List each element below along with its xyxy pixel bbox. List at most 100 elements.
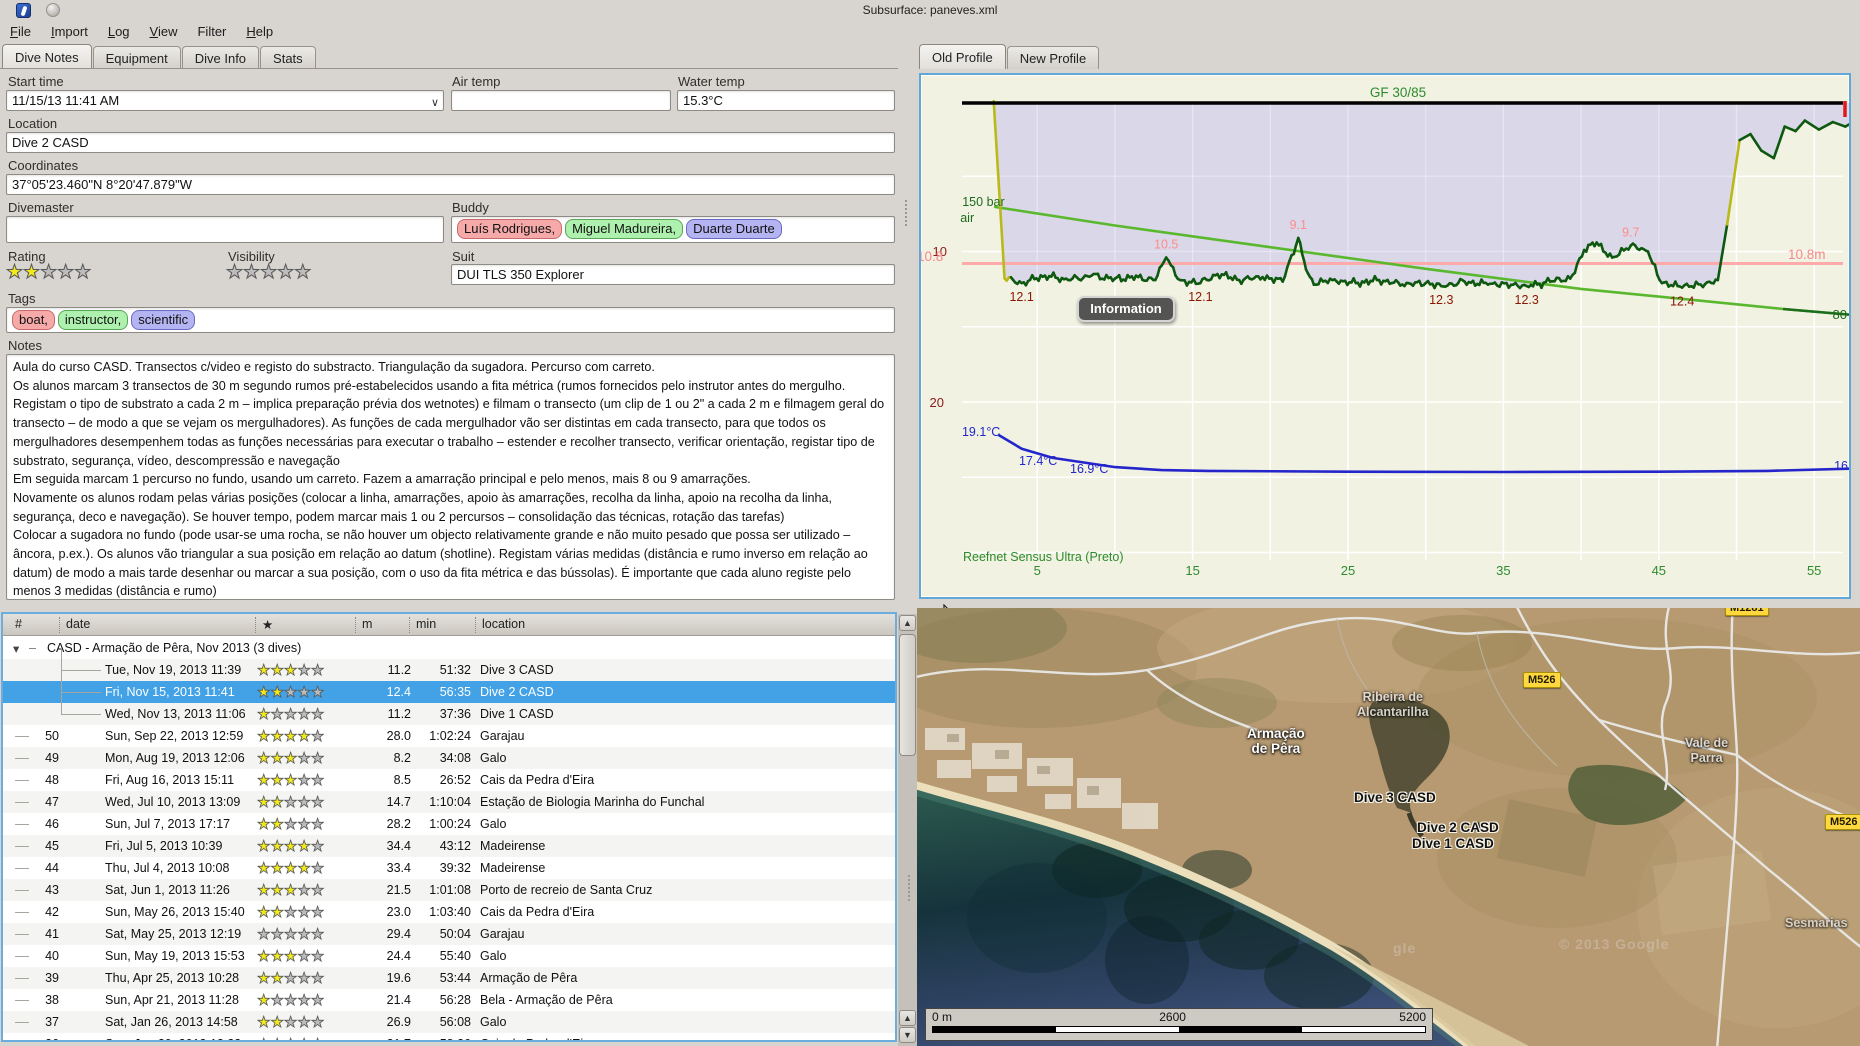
dive-list-header[interactable]: # date ★ m min location xyxy=(3,614,895,636)
trip-row[interactable]: ▾ – CASD - Armação de Pêra, Nov 2013 (3 di… xyxy=(13,641,302,656)
star-icon: ★ xyxy=(310,1014,325,1031)
tags-input[interactable]: boat, instructor, scientific xyxy=(6,307,895,333)
star-icon[interactable]: ★ xyxy=(243,262,261,283)
scroll-up-icon[interactable]: ▲ xyxy=(899,1010,916,1026)
tab-stats[interactable]: Stats xyxy=(260,46,316,69)
scroll-up-icon[interactable]: ▲ xyxy=(899,615,916,631)
water-temp-label: Water temp xyxy=(678,74,745,89)
pill-luís-rodrigues[interactable]: Luís Rodrigues, xyxy=(457,219,563,239)
buddy-input[interactable]: Luís Rodrigues, Miguel Madureira, Duarte D… xyxy=(451,216,895,243)
star-icon[interactable]: ★ xyxy=(260,262,278,283)
menu-log[interactable]: Log xyxy=(107,24,130,39)
svg-text:17.4°C: 17.4°C xyxy=(1019,454,1057,468)
svg-text:19.1°C: 19.1°C xyxy=(962,425,1000,439)
star-icon[interactable]: ★ xyxy=(225,262,244,283)
air-temp-input[interactable] xyxy=(451,90,671,111)
dive-row[interactable]: 49 Mon, Aug 19, 2013 12:06 ★★★★★ 8.2 34:08 Ga… xyxy=(3,747,895,769)
dive-row[interactable]: 37 Sat, Jan 26, 2013 14:58 ★★★★★ 26.9 56:08 G… xyxy=(3,1011,895,1033)
water-temp-input[interactable]: 15.3°C xyxy=(677,90,895,111)
dive-depth: 29.4 xyxy=(386,927,411,941)
coordinates-input[interactable]: 37°05'23.460"N 8°20'47.879"W xyxy=(6,174,895,195)
star-icon[interactable]: ★ xyxy=(5,262,24,283)
dive-location: Galo xyxy=(480,1015,507,1029)
column-header-stars[interactable]: ★ xyxy=(255,617,273,633)
information-button[interactable]: Information xyxy=(1077,296,1175,322)
splitter-handle[interactable] xyxy=(908,875,912,901)
star-icon[interactable]: ★ xyxy=(23,262,41,283)
pill-instructor[interactable]: instructor, xyxy=(57,310,129,330)
column-header-location[interactable]: location xyxy=(475,617,525,633)
column-header-m[interactable]: m xyxy=(355,617,372,633)
dive-row[interactable]: 44 Thu, Jul 4, 2013 10:08 ★★★★★ 33.4 39:32 Ma… xyxy=(3,857,895,879)
dive-row[interactable]: Wed, Nov 13, 2013 11:06 ★★★★★ 11.2 37:36 Div… xyxy=(3,692,895,725)
dive-row[interactable]: 41 Sat, May 25, 2013 12:19 ★★★★★ 29.4 50:04 G… xyxy=(3,923,895,945)
tab-equipment[interactable]: Equipment xyxy=(92,46,181,69)
visibility-stars[interactable]: ★★★★★ xyxy=(225,262,312,283)
star-icon: ★ xyxy=(283,970,298,987)
dive-depth: 8.2 xyxy=(393,751,411,765)
start-time-combo[interactable]: 11/15/13 11:41 AM ∨ xyxy=(6,90,444,111)
chevron-down-icon[interactable]: ∨ xyxy=(430,97,439,109)
menu-help[interactable]: Help xyxy=(246,24,274,39)
pill-boat[interactable]: boat, xyxy=(12,310,55,330)
star-icon: ★ xyxy=(283,860,298,877)
dive-row[interactable]: 40 Sun, May 19, 2013 15:53 ★★★★★ 24.4 55:40 G… xyxy=(3,945,895,967)
tab-dive-info[interactable]: Dive Info xyxy=(181,46,260,69)
dive-list-body: ▾ – CASD - Armação de Pêra, Nov 2013 (3 di… xyxy=(3,637,895,1040)
rating-stars[interactable]: ★★★★★ xyxy=(5,262,92,283)
dive-row[interactable]: 39 Thu, Apr 25, 2013 10:28 ★★★★★ 19.6 53:44 A… xyxy=(3,967,895,989)
dive-list-scrollbar[interactable]: ▲ ▲ ▼ xyxy=(898,614,917,1046)
star-icon: ★ xyxy=(283,772,298,789)
dive-row[interactable]: 50 Sun, Sep 22, 2013 12:59 ★★★★★ 28.0 1:02:2… xyxy=(3,725,895,747)
tab-old-profile[interactable]: Old Profile xyxy=(919,44,1006,69)
star-icon[interactable]: ★ xyxy=(74,262,92,283)
scrollbar-thumb[interactable] xyxy=(899,634,916,756)
notes-textarea[interactable]: Aula do curso CASD. Transectos c/video e… xyxy=(6,354,895,600)
dive-row[interactable]: 36Sun, Jan 20, 2013 12:33★★★★★21.758:36C… xyxy=(3,1033,895,1040)
dive-row[interactable]: 43 Sat, Jun 1, 2013 11:26 ★★★★★ 21.5 1:01:08… xyxy=(3,879,895,901)
dive-row[interactable]: 45 Fri, Jul 5, 2013 10:39 ★★★★★ 34.4 43:12 Ma… xyxy=(3,835,895,857)
splitter-handle[interactable] xyxy=(905,200,909,226)
dive-row[interactable]: 42 Sun, May 26, 2013 15:40 ★★★★★ 23.0 1:03:4… xyxy=(3,901,895,923)
dive-rating: ★★★★★ xyxy=(257,817,325,833)
menu-view[interactable]: View xyxy=(149,24,178,39)
dive-number: 47 xyxy=(45,795,59,809)
dive-row[interactable]: 46 Sun, Jul 7, 2013 17:17 ★★★★★ 28.2 1:00:24… xyxy=(3,813,895,835)
column-header-min[interactable]: min xyxy=(409,617,436,633)
divemaster-input[interactable] xyxy=(6,216,444,243)
road-badge-m526-right: M526 xyxy=(1825,814,1860,830)
tab-dive-notes[interactable]: Dive Notes xyxy=(2,44,92,69)
star-icon[interactable]: ★ xyxy=(40,262,58,283)
dive-row[interactable]: 47 Wed, Jul 10, 2013 13:09 ★★★★★ 14.7 1:10:0… xyxy=(3,791,895,813)
dive-site-map[interactable]: Armação de Pêra Ribeira de Alcantarilha … xyxy=(917,608,1860,1046)
pill-scientific[interactable]: scientific xyxy=(131,310,196,330)
dive-row[interactable]: Fri, Nov 15, 2013 11:41 ★★★★★ 12.4 56:35 Div… xyxy=(3,670,895,703)
star-icon: ★ xyxy=(310,684,325,701)
svg-text:25: 25 xyxy=(1341,563,1355,578)
star-icon[interactable]: ★ xyxy=(277,262,295,283)
dive-row[interactable]: 38 Sun, Apr 21, 2013 11:28 ★★★★★ 21.4 56:28 B… xyxy=(3,989,895,1011)
window-button-icon[interactable] xyxy=(46,3,60,17)
menu-file[interactable]: File xyxy=(10,24,31,39)
menu-import[interactable]: Import xyxy=(50,24,88,39)
column-header-#[interactable]: # xyxy=(15,617,22,631)
dive-row[interactable]: 48 Fri, Aug 16, 2013 15:11 ★★★★★ 8.5 26:52 Ca… xyxy=(3,769,895,791)
star-icon[interactable]: ★ xyxy=(57,262,75,283)
star-icon: ★ xyxy=(283,992,298,1009)
scroll-down-icon[interactable]: ▼ xyxy=(899,1027,916,1043)
column-header-date[interactable]: date xyxy=(59,617,90,633)
visibility-label: Visibility xyxy=(228,249,275,264)
menu-filter[interactable]: Filter xyxy=(197,24,227,39)
dive-duration: 56:08 xyxy=(439,1015,471,1029)
dive-row[interactable]: Tue, Nov 19, 2013 11:39 ★★★★★ 11.2 51:32 Div… xyxy=(3,648,895,681)
suit-input[interactable]: DUI TLS 350 Explorer xyxy=(451,264,895,285)
tab-new-profile[interactable]: New Profile xyxy=(1006,46,1100,69)
star-icon[interactable]: ★ xyxy=(294,262,312,283)
dive-depth: 28.2 xyxy=(386,817,411,831)
location-input[interactable]: Dive 2 CASD xyxy=(6,132,895,153)
dive-duration: 50:04 xyxy=(439,927,471,941)
pill-duarte-duarte[interactable]: Duarte Duarte xyxy=(686,219,782,239)
pill-miguel-madureira[interactable]: Miguel Madureira, xyxy=(565,219,684,239)
collapse-icon[interactable]: ▾ xyxy=(13,642,20,656)
dive-number: 49 xyxy=(45,751,59,765)
